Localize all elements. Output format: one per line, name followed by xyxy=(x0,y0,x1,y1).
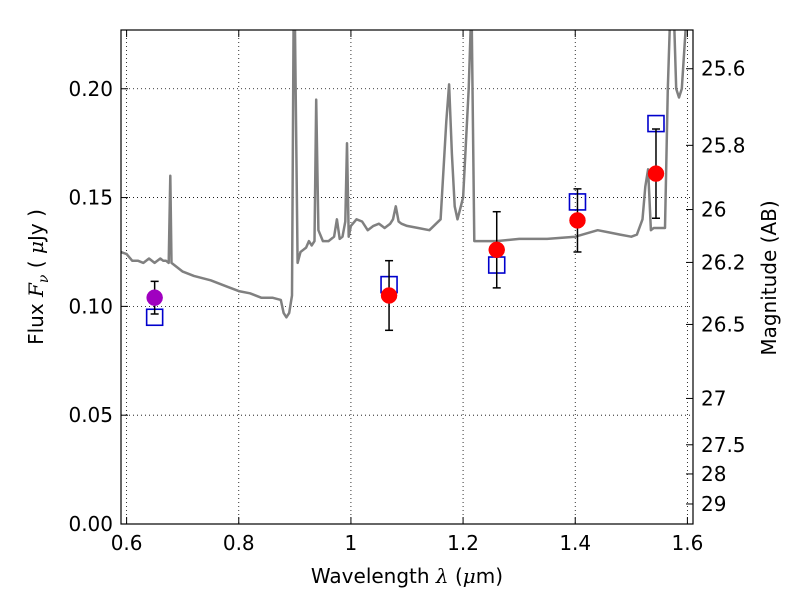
x-tick-label: 0.8 xyxy=(223,531,255,555)
plot-area xyxy=(121,30,687,319)
y-tick-label: 0.00 xyxy=(68,512,113,536)
y2-tick-label: 27 xyxy=(701,386,726,410)
observed-point xyxy=(569,212,586,229)
observed-point xyxy=(647,165,665,182)
plot-frame xyxy=(120,29,694,525)
x-tick-label: 0.6 xyxy=(111,531,143,555)
observed-point xyxy=(146,289,163,306)
observed-point xyxy=(488,241,505,259)
x-tick-label: 1.2 xyxy=(447,531,479,555)
y2-axis: 25.6 25.8 26 26.2 26.5 27 27.5 28 29 xyxy=(686,57,746,516)
y-tick-label: 0.05 xyxy=(68,403,113,427)
y2-tick-label: 28 xyxy=(701,462,726,486)
y2-tick-label: 25.6 xyxy=(701,57,746,81)
y-tick-label: 0.10 xyxy=(68,294,113,318)
x-tick-label: 1.6 xyxy=(671,531,703,555)
y2-tick-label: 29 xyxy=(701,492,726,516)
y2-tick-label: 26 xyxy=(701,198,726,222)
data-points xyxy=(145,114,665,332)
observed-point xyxy=(380,287,398,304)
model-spectrum-line xyxy=(121,30,687,319)
x-axis: 0.6 0.8 1 1.2 1.4 1.6 xyxy=(111,30,703,555)
y2-axis-title: Magnitude (AB) xyxy=(757,200,781,355)
y2-tick-label: 27.5 xyxy=(701,433,746,457)
y-tick-label: 0.15 xyxy=(68,186,113,210)
x-axis-title: Wavelength λ (μm) xyxy=(311,564,503,588)
y-axis-title: Flux Fν ( μJy ) xyxy=(24,209,52,345)
y-tick-label: 0.20 xyxy=(68,77,113,101)
x-tick-label: 1.4 xyxy=(559,531,591,555)
x-tick-label: 1 xyxy=(345,531,358,555)
y-axis: 0.00 0.05 0.10 0.15 0.20 xyxy=(68,77,128,536)
y2-tick-label: 26.2 xyxy=(701,250,746,274)
y2-tick-label: 26.5 xyxy=(701,312,746,336)
y2-tick-label: 25.8 xyxy=(701,133,746,157)
